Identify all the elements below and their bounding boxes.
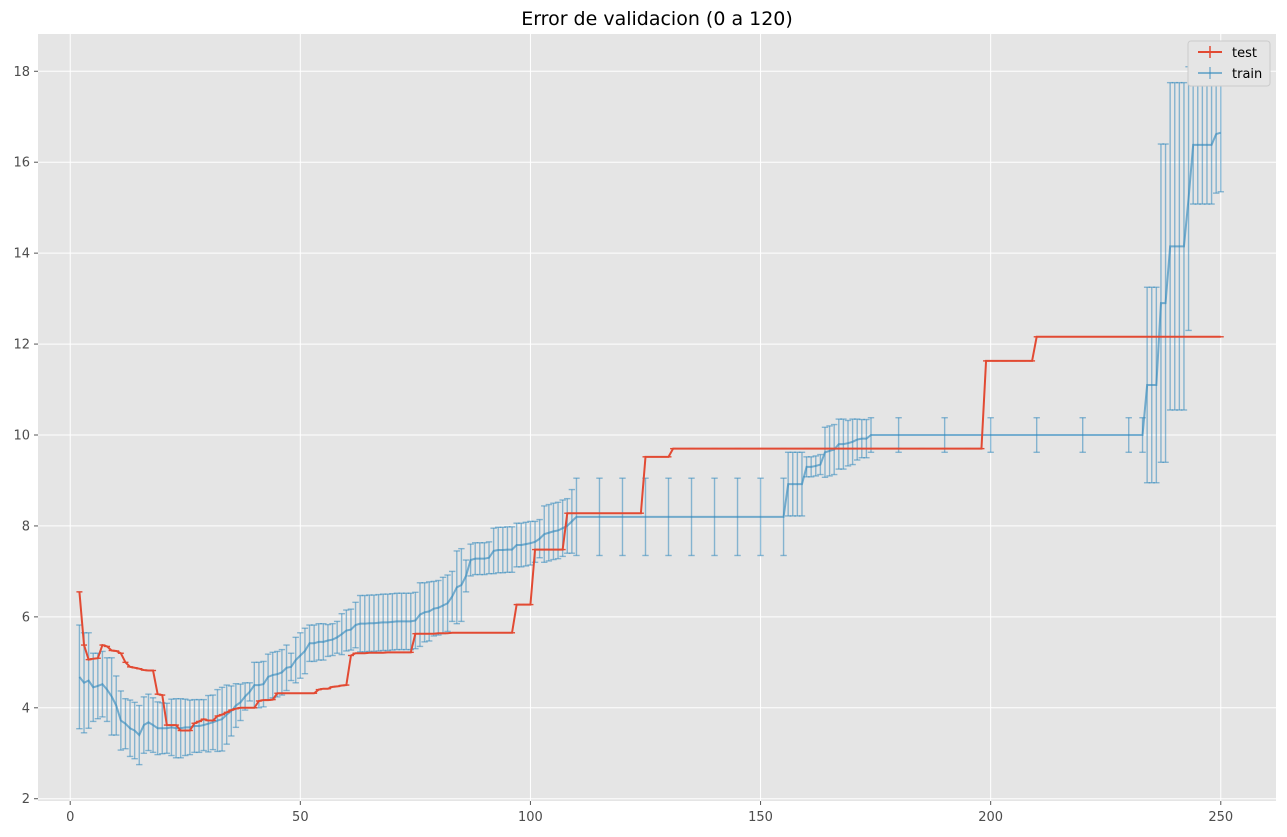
y-tick-label: 8 bbox=[22, 519, 30, 534]
y-tick-label: 18 bbox=[13, 65, 30, 80]
x-tick-label: 200 bbox=[978, 810, 1003, 825]
legend-test-label: test bbox=[1232, 46, 1257, 61]
y-tick-label: 6 bbox=[22, 610, 30, 625]
y-tick-label: 4 bbox=[22, 701, 30, 716]
y-tick-label: 12 bbox=[13, 338, 30, 353]
legend-item-test: test bbox=[1198, 46, 1257, 61]
y-tick-label: 10 bbox=[13, 429, 30, 444]
legend-item-train: train bbox=[1198, 67, 1262, 82]
chart-title: Error de validacion (0 a 120) bbox=[521, 8, 793, 30]
test-series bbox=[76, 335, 1224, 732]
y-tick-label: 14 bbox=[13, 247, 30, 262]
train-series bbox=[76, 66, 1224, 766]
x-tick-label: 0 bbox=[66, 810, 74, 825]
axis-ticks: 0 50 100 150 200 250 2 4 6 8 10 12 14 16 18 bbox=[13, 65, 1233, 825]
y-tick-label: 2 bbox=[22, 792, 30, 807]
y-tick-label: 16 bbox=[13, 156, 30, 171]
plot-area bbox=[38, 34, 1276, 801]
legend: test train bbox=[1187, 40, 1271, 87]
x-tick-label: 150 bbox=[748, 810, 773, 825]
x-tick-label: 100 bbox=[518, 810, 543, 825]
x-tick-label: 50 bbox=[292, 810, 309, 825]
train-series-line bbox=[78, 131, 1222, 737]
x-tick-label: 250 bbox=[1208, 810, 1233, 825]
legend-train-label: train bbox=[1232, 67, 1262, 82]
